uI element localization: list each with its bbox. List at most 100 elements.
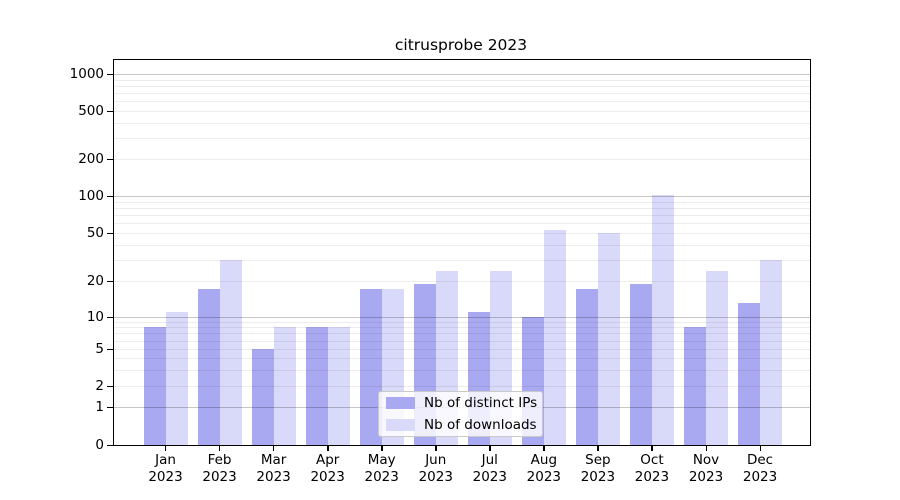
y-tick-label-1000: 1000 (69, 66, 104, 82)
y-tick-label-1: 1 (95, 399, 104, 415)
chart-title: citrusprobe 2023 (394, 36, 528, 54)
bar-nb-of-downloads-dec (760, 259, 783, 445)
legend-label-downloads: Nb of downloads (424, 417, 537, 433)
bar-nb-of-distinct-ips-nov (684, 327, 706, 445)
gridline-minor-3 (114, 369, 810, 371)
y-tick-label-100: 100 (78, 188, 104, 204)
gridline-minor-30 (114, 259, 810, 261)
x-tick-mark-dec (759, 445, 761, 451)
legend-item-downloads: Nb of downloads (379, 414, 542, 436)
y-tick-mark-10 (107, 316, 113, 318)
bar-nb-of-distinct-ips-feb (197, 289, 220, 445)
bar-nb-of-downloads-aug (543, 229, 566, 445)
y-tick-mark-20 (107, 280, 113, 282)
legend: Nb of distinct IPs Nb of downloads (378, 391, 543, 437)
y-tick-mark-200 (107, 158, 113, 160)
y-tick-mark-1000 (107, 73, 113, 75)
bar-nb-of-downloads-sep (597, 233, 620, 445)
x-tick-label-jul-2023: Jul 2023 (472, 452, 507, 485)
y-tick-label-2: 2 (95, 378, 104, 394)
x-tick-mark-feb (219, 445, 221, 451)
x-tick-label-apr-2023: Apr 2023 (310, 452, 345, 485)
gridline-minor-4 (114, 358, 810, 359)
y-tick-mark-500 (107, 110, 113, 112)
x-tick-mark-mar (273, 445, 275, 451)
x-tick-label-oct-2023: Oct 2023 (634, 452, 670, 485)
legend-swatch-downloads (386, 419, 415, 431)
gridline-minor-20 (114, 281, 810, 282)
bar-nb-of-downloads-nov (706, 271, 728, 445)
gridline-minor-6 (114, 340, 810, 342)
y-tick-label-5: 5 (95, 341, 104, 357)
x-tick-mark-aug (543, 445, 545, 451)
bar-nb-of-distinct-ips-oct (629, 283, 652, 445)
y-tick-mark-50 (107, 232, 113, 234)
gridline-minor-50 (114, 233, 810, 234)
x-tick-label-jun-2023: Jun 2023 (418, 452, 453, 485)
x-tick-mark-nov (705, 445, 707, 451)
y-tick-label-50: 50 (86, 225, 104, 241)
gridline-minor-60 (114, 223, 810, 225)
y-tick-label-0: 0 (95, 437, 104, 453)
gridline-minor-40 (114, 244, 810, 246)
gridline-minor-5 (114, 349, 810, 350)
y-tick-label-10: 10 (86, 309, 104, 325)
legend-item-distinct-ips: Nb of distinct IPs (379, 392, 542, 414)
legend-label-distinct-ips: Nb of distinct IPs (424, 395, 538, 411)
bar-nb-of-distinct-ips-apr (305, 327, 328, 445)
y-tick-mark-100 (107, 195, 113, 197)
gridline-minor-300 (114, 137, 810, 139)
gridline-minor-900 (114, 79, 810, 81)
gridline-minor-700 (114, 93, 810, 95)
gridline-minor-2 (114, 386, 810, 387)
x-tick-label-jan-2023: Jan 2023 (148, 452, 183, 485)
x-tick-label-mar-2023: Mar 2023 (256, 452, 291, 485)
bar-nb-of-distinct-ips-mar (251, 349, 274, 445)
bar-nb-of-downloads-jan (165, 312, 188, 445)
gridline-major-1000 (114, 74, 810, 75)
y-tick-mark-5 (107, 348, 113, 350)
gridline-minor-70 (114, 215, 810, 217)
gridline-minor-600 (114, 101, 810, 103)
bar-nb-of-distinct-ips-may (359, 289, 382, 445)
x-tick-label-may-2023: May 2023 (364, 452, 399, 485)
y-tick-mark-0 (107, 444, 113, 446)
x-tick-mark-may (381, 445, 383, 451)
gridline-minor-8 (114, 327, 810, 329)
gridline-minor-90 (114, 201, 810, 203)
bar-nb-of-downloads-mar (273, 327, 296, 445)
x-tick-label-feb-2023: Feb 2023 (202, 452, 237, 485)
bar-nb-of-downloads-feb (219, 259, 242, 445)
gridline-minor-500 (114, 111, 810, 112)
legend-swatch-distinct-ips (386, 397, 415, 409)
x-tick-label-sep-2023: Sep 2023 (580, 452, 616, 485)
gridline-minor-7 (114, 333, 810, 335)
y-tick-mark-2 (107, 385, 113, 387)
y-tick-mark-1 (107, 406, 113, 408)
x-tick-mark-jul (489, 445, 491, 451)
gridline-major-100 (114, 196, 810, 197)
gridline-minor-400 (114, 122, 810, 124)
gridline-minor-200 (114, 159, 810, 160)
gridline-major-10 (114, 317, 810, 318)
bar-nb-of-distinct-ips-dec (738, 303, 761, 445)
x-tick-label-aug-2023: Aug 2023 (526, 452, 562, 485)
bar-nb-of-downloads-apr (327, 327, 350, 445)
bar-nb-of-downloads-oct (651, 194, 674, 445)
x-tick-mark-jan (165, 445, 167, 451)
gridline-minor-80 (114, 207, 810, 209)
x-tick-mark-apr (327, 445, 329, 451)
x-tick-label-nov-2023: Nov 2023 (688, 452, 724, 485)
x-tick-mark-sep (597, 445, 599, 451)
x-tick-mark-jun (435, 445, 437, 451)
gridline-minor-800 (114, 85, 810, 87)
y-tick-label-500: 500 (78, 103, 104, 119)
bar-nb-of-distinct-ips-sep (575, 289, 598, 445)
gridline-minor-9 (114, 321, 810, 323)
y-tick-label-200: 200 (78, 151, 104, 167)
y-tick-label-20: 20 (86, 273, 104, 289)
bar-nb-of-distinct-ips-jan (143, 327, 166, 445)
x-tick-label-dec-2023: Dec 2023 (742, 452, 778, 485)
x-tick-mark-oct (651, 445, 653, 451)
